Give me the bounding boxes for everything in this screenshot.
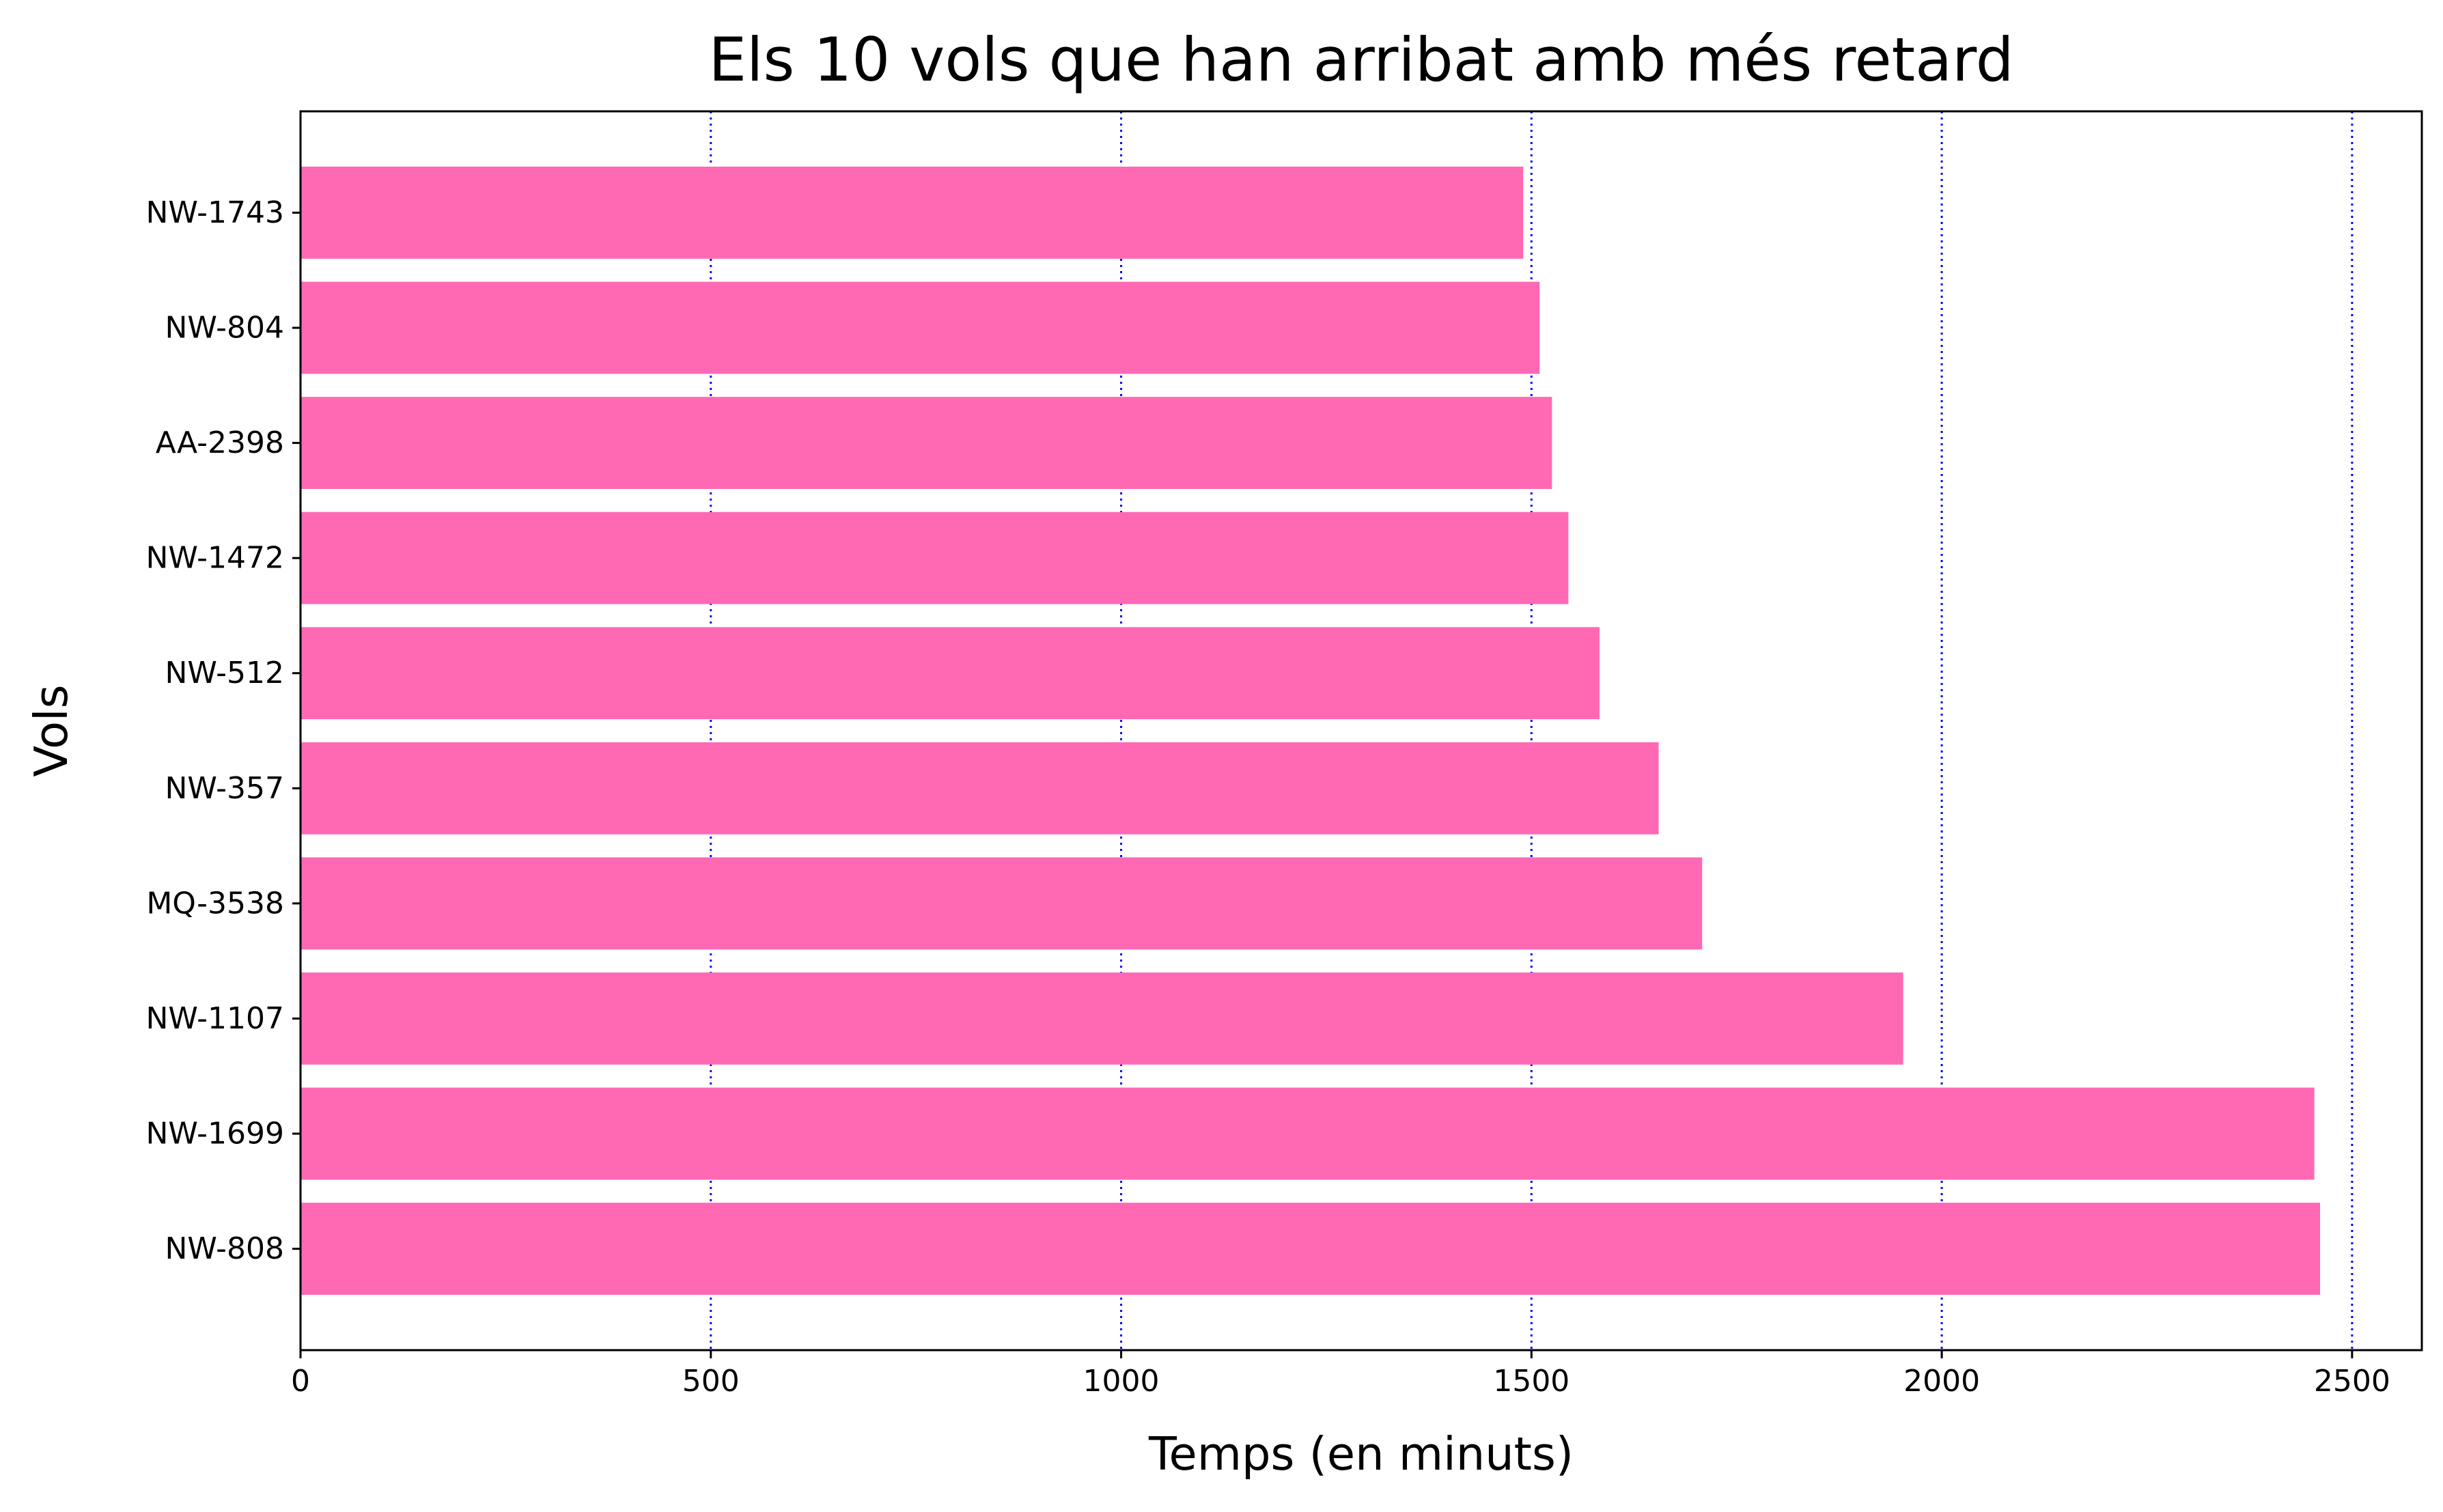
bar [301, 627, 1600, 720]
y-tick-label: NW-1472 [146, 541, 285, 576]
bar [301, 742, 1659, 835]
bar [301, 281, 1540, 374]
y-axis-ticks: NW-1743 NW-804 AA-2398 NW-1472 NW-512 NW-357 M… [146, 195, 301, 1266]
bar [301, 167, 1524, 259]
bar [301, 397, 1552, 489]
x-axis-label: Temps (en minuts) [1148, 1427, 1574, 1481]
plot-area-frame [299, 110, 2423, 1352]
y-tick-label: NW-1107 [146, 1001, 285, 1036]
y-tick-label: NW-512 [165, 656, 285, 690]
bars [301, 167, 2321, 1295]
bar [301, 1203, 2321, 1295]
y-tick-label: NW-808 [165, 1231, 285, 1266]
x-tick-label: 1500 [1493, 1364, 1569, 1399]
y-tick-label: MQ-3538 [146, 886, 284, 921]
chart-title: Els 10 vols que han arribat amb més reta… [708, 25, 2013, 95]
bar [301, 972, 1903, 1065]
y-tick-label: NW-804 [165, 311, 285, 346]
y-tick-label: NW-1699 [146, 1117, 285, 1151]
x-axis-ticks: 0 500 1000 1500 2000 2500 [291, 1350, 2390, 1399]
bar [301, 857, 1703, 950]
y-tick-label: NW-357 [165, 771, 285, 806]
x-tick-label: 0 [291, 1364, 310, 1399]
y-tick-label: NW-1743 [146, 195, 285, 230]
bar [301, 512, 1569, 604]
x-tick-label: 2500 [2314, 1364, 2390, 1399]
y-axis-label: Vols [25, 684, 78, 776]
bar [301, 1087, 2315, 1180]
x-tick-label: 1000 [1083, 1364, 1160, 1399]
x-tick-label: 2000 [1903, 1364, 1980, 1399]
x-tick-label: 500 [682, 1364, 740, 1399]
y-tick-label: AA-2398 [156, 425, 284, 460]
